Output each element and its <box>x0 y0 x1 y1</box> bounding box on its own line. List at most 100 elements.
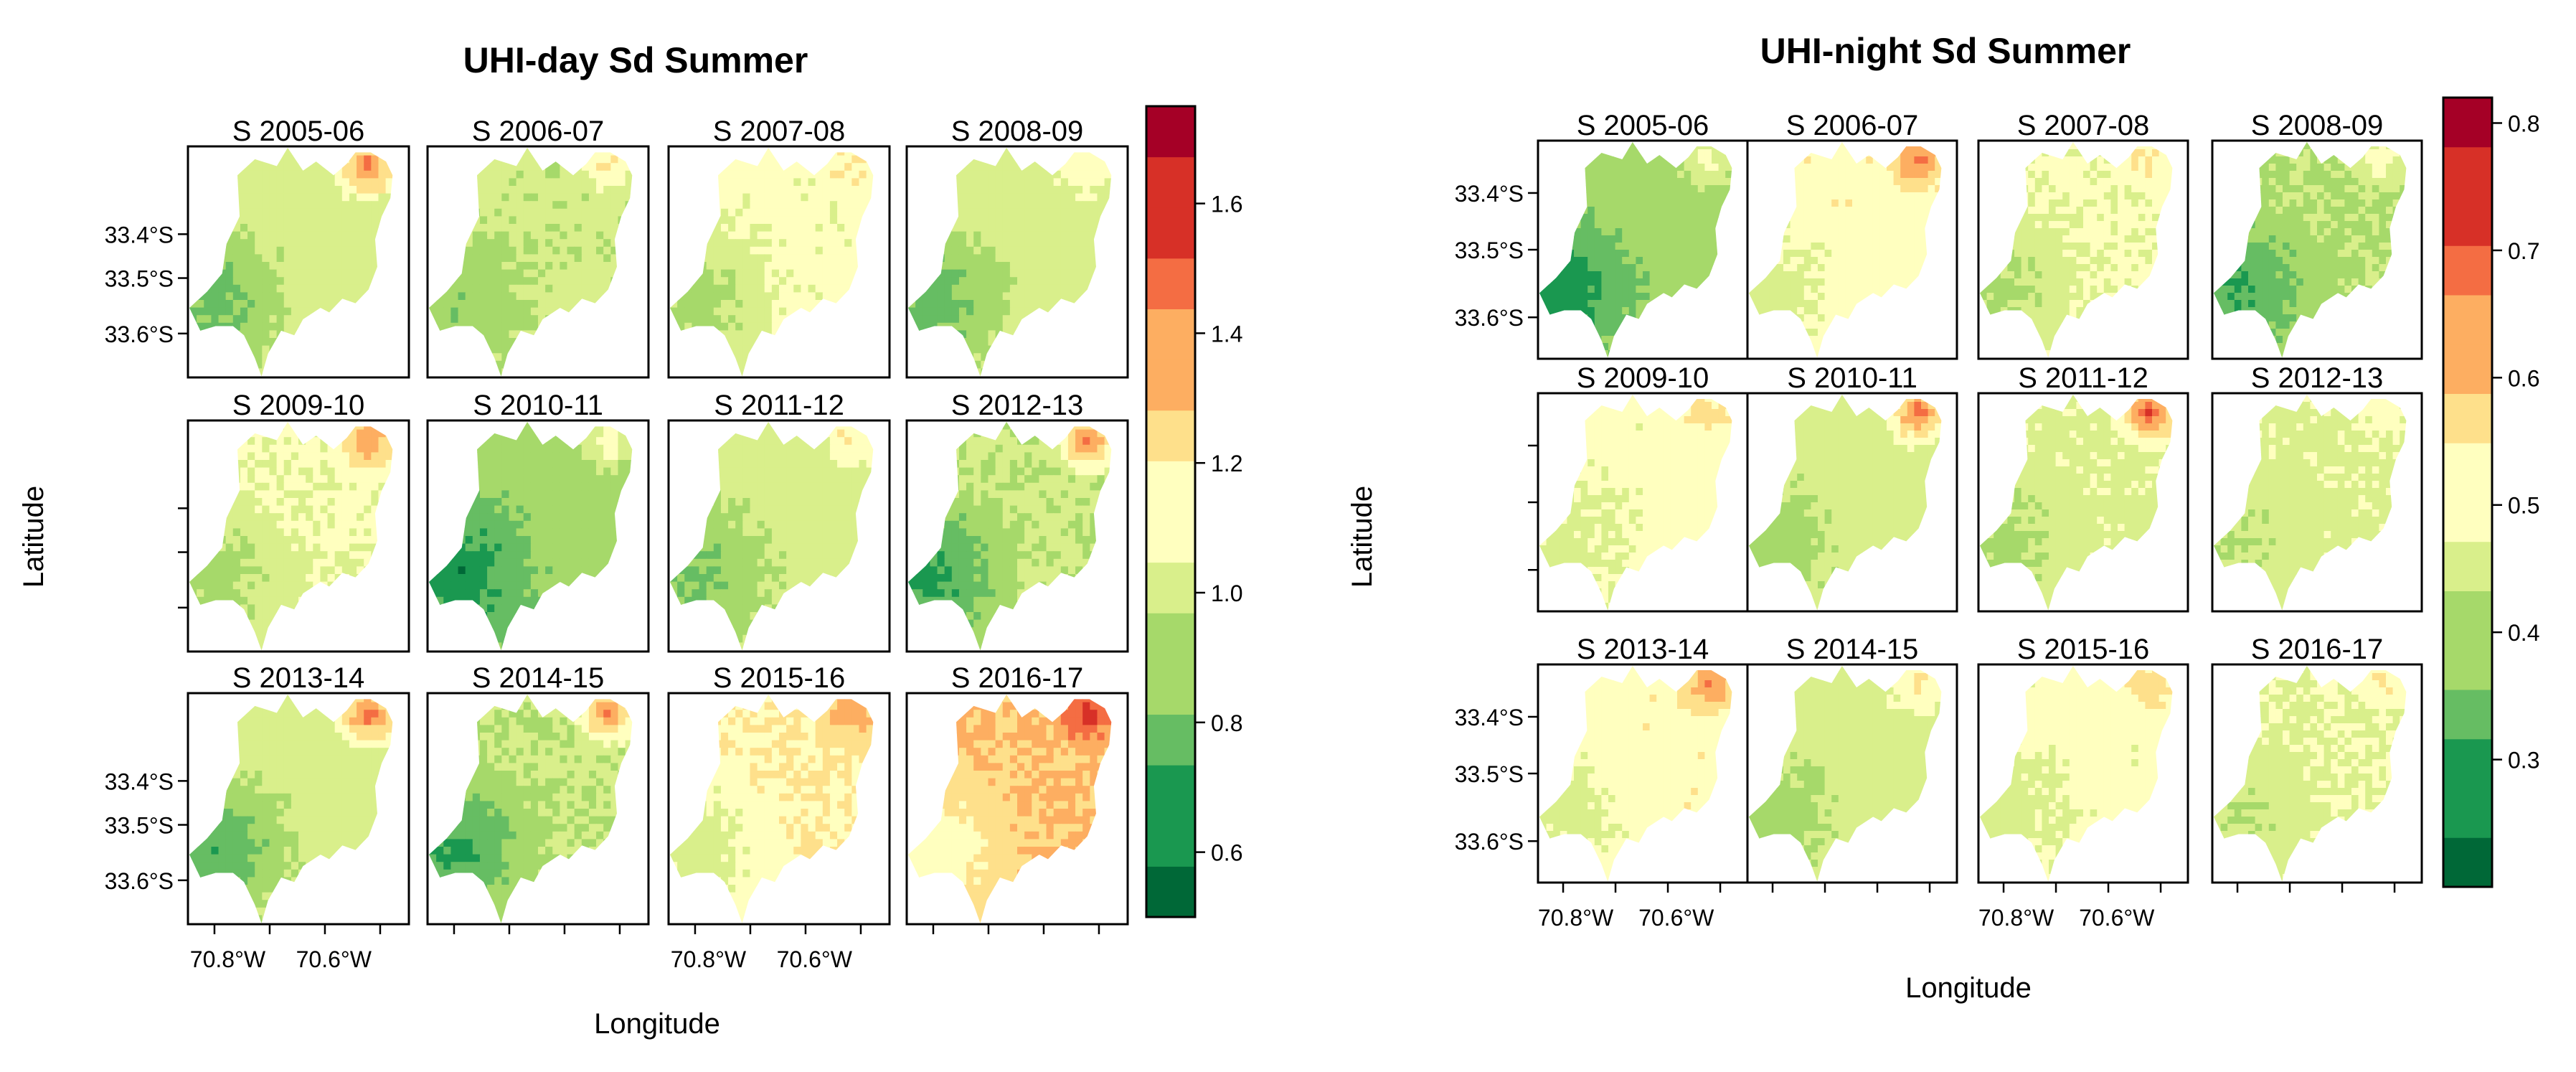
colorbar-segment <box>2443 640 2492 690</box>
panel-title: S 2011-12 <box>714 390 844 421</box>
panel-frame <box>2211 392 2423 613</box>
colorbar-segment <box>1146 613 1195 664</box>
map-raster <box>189 422 393 650</box>
y-tick-label: 33.6°S <box>1455 305 1524 331</box>
panel-title: S 2013-14 <box>232 662 365 694</box>
colorbar-segment <box>2443 196 2492 246</box>
y-tick-label: 33.5°S <box>1455 761 1524 787</box>
map-canvas <box>1749 395 1942 610</box>
panel-frame <box>667 145 891 379</box>
map-cells <box>189 422 393 650</box>
colorbar-tick-label: 0.5 <box>2508 493 2539 519</box>
colorbar-segment <box>1146 512 1195 563</box>
map-canvas <box>2214 666 2407 881</box>
colorbar-segment <box>2443 837 2492 888</box>
map-panel: S 2016-17 <box>905 662 1129 934</box>
map-raster <box>2214 395 2407 610</box>
map-raster <box>670 695 874 923</box>
panel-frame <box>426 692 650 926</box>
colorbar-tick-label: 0.6 <box>1211 840 1242 866</box>
map-canvas <box>1980 395 2173 610</box>
map-raster <box>908 422 1112 650</box>
map-raster <box>1539 666 1732 881</box>
colorbar: 0.3 0.4 0.5 0.6 0.7 0.8 <box>2442 96 2539 888</box>
map-panel: S 2016-17 <box>2211 634 2423 893</box>
panel-frame <box>905 692 1129 926</box>
panel-title: S 2009-10 <box>232 390 365 421</box>
map-raster <box>1749 142 1942 357</box>
colorbar-segment <box>2443 492 2492 542</box>
map-raster <box>429 148 633 376</box>
colorbar-segment <box>1146 309 1195 360</box>
panel-title: S 2016-17 <box>951 662 1084 694</box>
panel-frame <box>2211 139 2423 360</box>
panel-title: S 2009-10 <box>1577 362 1709 394</box>
map-cells <box>670 422 874 650</box>
panel-title: S 2012-13 <box>2251 362 2384 394</box>
colorbar-segment <box>1146 663 1195 715</box>
map-canvas <box>429 695 633 923</box>
map-cells <box>429 695 633 923</box>
panel-frame <box>426 145 650 379</box>
colorbar-segment <box>1146 258 1195 309</box>
map-raster <box>1539 142 1732 357</box>
panel-title: S 2005-06 <box>1577 110 1709 141</box>
map-raster <box>189 148 393 376</box>
map-canvas <box>670 695 874 923</box>
panel-frame <box>187 145 410 379</box>
map-panel: S 2007-08 <box>667 116 891 379</box>
colorbar-segment <box>2443 393 2492 443</box>
colorbar-segment <box>2443 541 2492 591</box>
map-raster <box>670 422 874 650</box>
map-raster <box>670 148 874 376</box>
map-canvas <box>2214 395 2407 610</box>
map-cells <box>1749 666 1942 881</box>
map-cells <box>2214 395 2407 610</box>
panel-title: S 2016-17 <box>2251 634 2384 665</box>
panel-title: S 2012-13 <box>951 390 1084 421</box>
panel-title: S 2008-09 <box>2251 110 2384 141</box>
map-panel: S 2005-06 33.4°S 33.5°S 33.6°S <box>105 116 410 379</box>
x-tick-label: 70.6°W <box>2079 905 2155 931</box>
colorbar-tick-label: 0.3 <box>2508 748 2539 774</box>
colorbar-segment <box>2443 591 2492 641</box>
map-panel: S 2011-12 <box>667 390 891 653</box>
map-cells <box>908 695 1112 923</box>
map-panel: S 2006-07 <box>1746 110 1958 360</box>
panel-title: S 2010-11 <box>1787 362 1917 394</box>
panel-frame <box>905 419 1129 653</box>
map-canvas <box>189 695 393 923</box>
uhi-night-chart: UHI-night Sd Summer Latitude Longitude S… <box>1346 31 2539 1004</box>
map-raster <box>2214 142 2407 357</box>
colorbar-tick-label: 1.0 <box>1211 580 1242 606</box>
uhi-day-xlabel: Longitude <box>594 1008 720 1040</box>
map-panel: S 2010-11 <box>426 390 650 653</box>
uhi-night-ylabel: Latitude <box>1346 486 1378 588</box>
map-canvas <box>908 148 1112 376</box>
map-raster <box>908 148 1112 376</box>
colorbar-segment <box>1146 207 1195 259</box>
map-cells <box>670 148 874 376</box>
map-panel: S 2006-07 <box>426 116 650 379</box>
x-tick-label: 70.8°W <box>671 946 747 972</box>
map-canvas <box>1980 142 2173 357</box>
map-cells <box>908 148 1112 376</box>
y-tick-label: 33.5°S <box>105 813 174 839</box>
x-tick-label: 70.8°W <box>1978 905 2054 931</box>
map-panel: S 2014-15 <box>1746 634 1958 893</box>
map-raster <box>429 422 633 650</box>
map-raster <box>429 695 633 923</box>
map-raster <box>1980 142 2173 357</box>
colorbar-segment <box>1146 765 1195 817</box>
map-canvas <box>908 695 1112 923</box>
panel-frame <box>187 419 410 653</box>
colorbar-segment <box>1146 866 1195 918</box>
panel-title: S 2015-16 <box>2017 634 2150 665</box>
y-tick-label: 33.5°S <box>1455 238 1524 263</box>
map-raster <box>2214 666 2407 881</box>
map-panel: S 2013-14 33.4°S 33.5°S 33.6°S 70.8°W 70.6°W <box>105 662 410 972</box>
map-cells <box>908 422 1112 650</box>
x-tick-label: 70.8°W <box>1538 905 1614 931</box>
map-raster <box>1749 666 1942 881</box>
